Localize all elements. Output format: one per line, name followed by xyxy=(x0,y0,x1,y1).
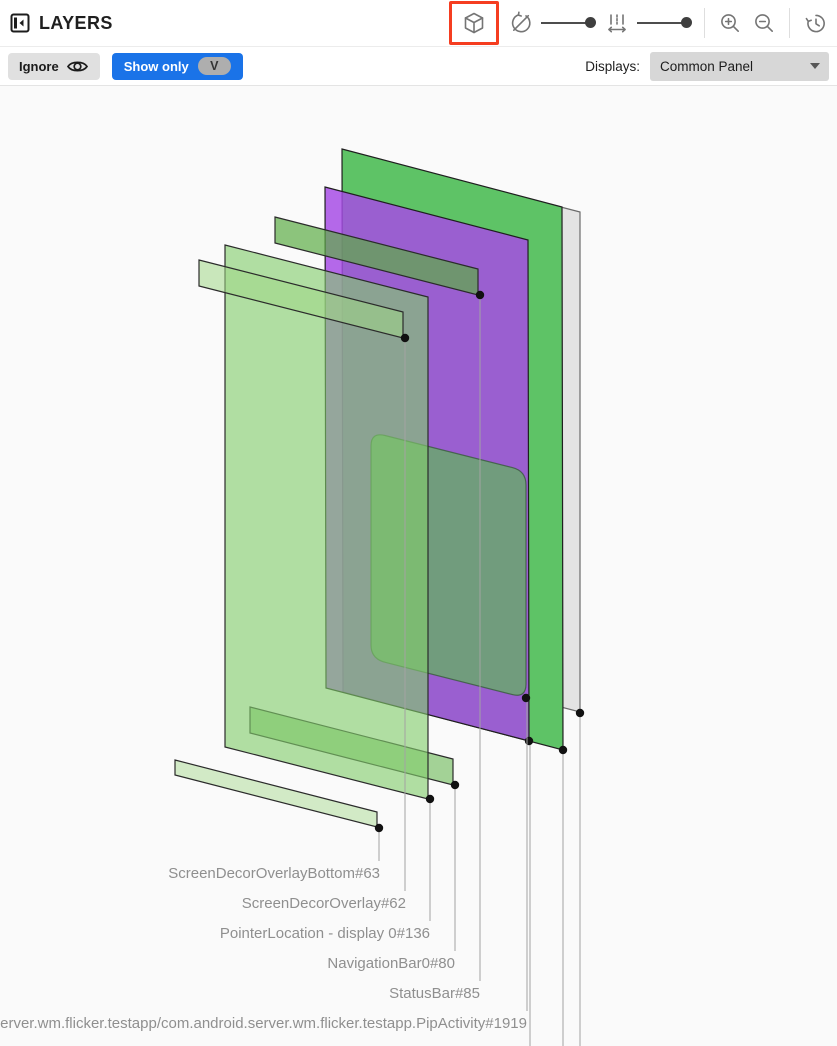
layer-green-panel-anchor-dot xyxy=(558,745,568,755)
rotate-3d-icon xyxy=(511,11,531,33)
zoom-out-icon xyxy=(755,14,774,33)
show-only-button[interactable]: Show only V xyxy=(111,52,243,80)
layer-pip-activity-anchor-dot xyxy=(521,693,531,703)
titlebar: LAYERS xyxy=(0,0,837,47)
layer-purple-panel-anchor-dot xyxy=(524,736,534,746)
layer-annotations: d.server.wm.flicker.testapp/com.android.… xyxy=(0,290,585,1046)
layer-shapes xyxy=(174,148,581,828)
depth-spacing-slider[interactable] xyxy=(637,11,693,35)
reset-view-icon xyxy=(805,14,825,33)
layer-status-bar-anchor-dot xyxy=(475,290,485,300)
page-title: LAYERS xyxy=(39,12,113,33)
layer-navigation-bar-label[interactable]: NavigationBar0#80 xyxy=(327,955,455,972)
layer-navigation-bar-anchor-dot xyxy=(450,780,460,790)
cube-3d-icon xyxy=(464,12,484,34)
dropdown-arrow-icon xyxy=(810,63,820,69)
zoom-in-icon xyxy=(721,14,740,33)
panel-collapse-icon[interactable] xyxy=(10,13,30,33)
layer-screen-decor-overlay-label[interactable]: ScreenDecorOverlay#62 xyxy=(242,895,406,912)
layer-status-bar-label[interactable]: StatusBar#85 xyxy=(389,985,480,1002)
toolbar-divider xyxy=(789,8,790,38)
zoom-out-button[interactable] xyxy=(750,9,778,37)
title-group: LAYERS xyxy=(10,13,113,34)
displays-selected-value: Common Panel xyxy=(660,58,754,74)
displays-group: Displays: Common Panel xyxy=(585,51,829,81)
eye-icon xyxy=(66,61,88,71)
layer-pointer-location-anchor-dot xyxy=(425,794,435,804)
slider-track xyxy=(541,22,593,24)
layer-screen-decor-overlay-bottom-label[interactable]: ScreenDecorOverlayBottom#63 xyxy=(168,865,380,882)
ignore-button[interactable]: Ignore xyxy=(8,52,100,80)
displays-label: Displays: xyxy=(585,58,640,74)
toolbar-divider xyxy=(704,8,705,38)
show-only-badge: V xyxy=(197,57,231,75)
slider-track xyxy=(637,22,689,24)
highlight-box xyxy=(449,1,499,45)
layers-scene[interactable]: d.server.wm.flicker.testapp/com.android.… xyxy=(0,86,837,1046)
cube-3d-button[interactable] xyxy=(460,9,488,37)
layer-screen-decor-overlay-bottom-anchor-dot xyxy=(374,823,384,833)
rotate-3d-button[interactable] xyxy=(507,9,535,37)
layer-screen-decor-overlay-anchor-dot xyxy=(400,333,410,343)
flat-spacing-button[interactable] xyxy=(603,9,631,37)
slider-thumb[interactable] xyxy=(585,17,596,28)
show-only-label: Show only xyxy=(123,58,189,74)
layer-pointer-location-label[interactable]: PointerLocation - display 0#136 xyxy=(220,925,430,942)
slider-thumb[interactable] xyxy=(681,17,692,28)
layer-back-gray-panel-anchor-dot xyxy=(575,708,585,718)
layers-3d-canvas[interactable]: d.server.wm.flicker.testapp/com.android.… xyxy=(0,86,837,1046)
reset-view-button[interactable] xyxy=(801,9,829,37)
flat-spacing-icon xyxy=(608,14,626,33)
layer-pip-activity-label[interactable]: d.server.wm.flicker.testapp/com.android.… xyxy=(0,1015,527,1032)
displays-select[interactable]: Common Panel xyxy=(650,51,829,81)
ignore-label: Ignore xyxy=(19,58,59,74)
zoom-in-button[interactable] xyxy=(716,9,744,37)
scene-toolbar xyxy=(449,1,829,45)
filter-bar: Ignore Show only V Displays: Common Pane… xyxy=(0,47,837,86)
layer-spacing-slider[interactable] xyxy=(541,11,597,35)
